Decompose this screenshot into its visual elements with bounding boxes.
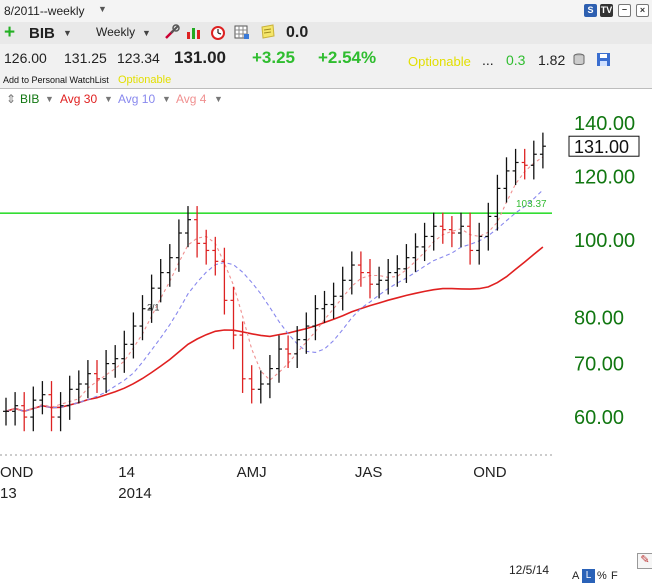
symbol-dropdown-icon[interactable]: ▼ bbox=[63, 28, 72, 38]
quote-value-2: 1.82 bbox=[538, 52, 566, 68]
avg30-line bbox=[5, 246, 544, 413]
percent-scale-button[interactable]: % bbox=[597, 570, 607, 582]
title-dropdown-icon[interactable]: ▼ bbox=[98, 4, 107, 14]
x-tick-sublabel: 2014 bbox=[118, 485, 151, 502]
quote-green-value: 0.3 bbox=[506, 52, 526, 68]
reference-line-label: 103.37 bbox=[516, 199, 547, 210]
avg4-line bbox=[5, 156, 544, 412]
legend-avg30-caret[interactable]: ▼ bbox=[104, 94, 113, 104]
current-date-label: 12/5/14 bbox=[509, 563, 550, 577]
quote-open: 126.00 bbox=[4, 50, 47, 66]
fit-button[interactable]: F bbox=[611, 570, 618, 582]
auto-scale-button[interactable]: A bbox=[572, 570, 580, 582]
legend-avg10-caret[interactable]: ▼ bbox=[162, 94, 171, 104]
save-icon[interactable] bbox=[596, 52, 611, 67]
symbol-input[interactable]: BIB bbox=[29, 25, 55, 42]
log-scale-button[interactable]: L bbox=[582, 569, 595, 583]
tools-icon[interactable] bbox=[164, 24, 180, 40]
x-tick-sublabel: 13 bbox=[0, 485, 17, 502]
avg10-line bbox=[5, 189, 544, 412]
legend-avg30[interactable]: Avg 30 bbox=[60, 92, 98, 106]
watchlist-row: Add to Personal WatchList Optionable bbox=[0, 74, 652, 88]
legend-symbol[interactable]: BIB bbox=[20, 92, 40, 106]
s-menu-icon[interactable]: S bbox=[584, 4, 597, 17]
period-label: Weekly bbox=[96, 25, 136, 39]
alarm-clock-icon[interactable] bbox=[210, 24, 226, 40]
legend-toggle-icon[interactable]: ⇕ bbox=[6, 92, 17, 106]
optionable-label: Optionable bbox=[408, 54, 471, 69]
legend-avg10[interactable]: Avg 10 bbox=[118, 92, 156, 106]
x-tick-label: OND bbox=[0, 464, 34, 481]
y-tick-label: 120.00 bbox=[574, 167, 635, 189]
period-select[interactable]: Weekly ▼ bbox=[80, 23, 152, 41]
period-dropdown-icon[interactable]: ▼ bbox=[142, 28, 151, 38]
quote-change-pct: +2.54% bbox=[318, 48, 377, 67]
add-icon[interactable]: + bbox=[4, 22, 16, 43]
x-tick-label: AMJ bbox=[237, 464, 267, 481]
y-tick-label: 100.00 bbox=[574, 230, 635, 252]
quote-row: 126.00 131.25 123.34 131.00 +3.25 +2.54%… bbox=[0, 44, 652, 74]
quote-change: +3.25 bbox=[252, 48, 296, 67]
last-price-box bbox=[568, 135, 640, 157]
y-tick-label: 70.00 bbox=[574, 354, 624, 376]
toolbar: + BIB ▼ Weekly ▼ 0.0 bbox=[0, 22, 652, 44]
add-to-watchlist-link[interactable]: Add to Personal WatchList bbox=[3, 75, 109, 85]
legend-avg4-caret[interactable]: ▼ bbox=[214, 94, 223, 104]
title-bar: 8/2011--weekly ▼ S TV – × bbox=[0, 0, 652, 23]
chart-annotation: 2/1 bbox=[147, 303, 160, 313]
legend-avg4[interactable]: Avg 4 bbox=[176, 92, 207, 106]
legend-symbol-caret[interactable]: ▼ bbox=[45, 94, 54, 104]
calculator-grid-icon[interactable] bbox=[234, 24, 250, 40]
y-tick-label: 80.00 bbox=[574, 307, 624, 329]
window-title: 8/2011--weekly bbox=[4, 4, 85, 18]
minimize-icon[interactable]: – bbox=[618, 4, 631, 17]
note-icon[interactable] bbox=[260, 24, 276, 40]
quote-low: 123.34 bbox=[117, 50, 160, 66]
tv-icon[interactable]: TV bbox=[600, 4, 613, 17]
quote-high: 131.25 bbox=[64, 50, 107, 66]
quote-last: 131.00 bbox=[174, 48, 226, 67]
price-chart[interactable]: 103.37 2/1 140.00 120.00 100.00 80.00 70.00 60.… bbox=[0, 89, 652, 505]
draw-tool-icon[interactable]: ✎ bbox=[637, 553, 652, 569]
y-tick-label: 60.00 bbox=[574, 407, 624, 429]
bar-chart-icon[interactable] bbox=[186, 24, 202, 40]
chart-legend: ⇕ BIB ▼ Avg 30 ▼ Avg 10 ▼ Avg 4 ▼ bbox=[0, 90, 652, 107]
stack-icon[interactable] bbox=[572, 52, 587, 67]
x-tick-label: JAS bbox=[355, 464, 383, 481]
chart-area[interactable]: 103.37 2/1 140.00 120.00 100.00 80.00 70.00 60.… bbox=[0, 88, 652, 583]
x-tick-label: OND bbox=[473, 464, 507, 481]
more-dots[interactable]: ... bbox=[482, 52, 494, 68]
last-value: 0.0 bbox=[286, 24, 309, 41]
last-price-label: 131.00 bbox=[574, 137, 629, 157]
y-tick-label: 140.00 bbox=[574, 113, 635, 135]
x-tick-label: 14 bbox=[118, 464, 135, 481]
watchlist-optionable: Optionable bbox=[118, 74, 172, 86]
close-icon[interactable]: × bbox=[636, 4, 649, 17]
